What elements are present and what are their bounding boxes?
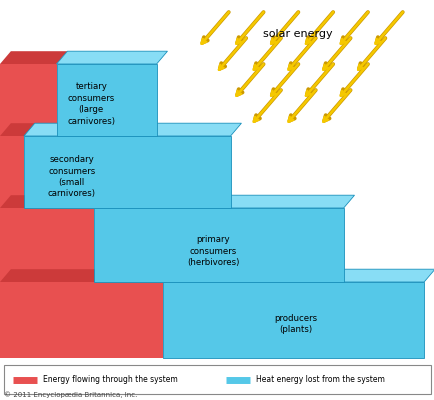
Text: tertiary
consumers
(large
carnivores): tertiary consumers (large carnivores) xyxy=(67,82,115,126)
Polygon shape xyxy=(24,123,241,136)
Polygon shape xyxy=(0,64,163,358)
Polygon shape xyxy=(0,51,67,64)
Text: solar energy: solar energy xyxy=(263,29,332,39)
Text: Energy flowing through the system: Energy flowing through the system xyxy=(43,375,177,384)
Polygon shape xyxy=(0,269,174,282)
Text: secondary
consumers
(small
carnivores): secondary consumers (small carnivores) xyxy=(48,155,95,198)
FancyBboxPatch shape xyxy=(4,365,430,394)
Polygon shape xyxy=(93,195,354,208)
Text: producers
(plants): producers (plants) xyxy=(273,314,317,334)
Polygon shape xyxy=(0,123,35,136)
Polygon shape xyxy=(163,282,423,358)
Polygon shape xyxy=(93,208,343,282)
Text: Heat energy lost from the system: Heat energy lost from the system xyxy=(255,375,384,384)
Text: © 2011 Encyclopædia Britannica, Inc.: © 2011 Encyclopædia Britannica, Inc. xyxy=(4,392,138,398)
Polygon shape xyxy=(0,195,104,208)
Polygon shape xyxy=(56,64,156,136)
Polygon shape xyxy=(24,136,230,208)
Text: primary
consumers
(herbivores): primary consumers (herbivores) xyxy=(187,235,239,267)
Polygon shape xyxy=(56,51,167,64)
Polygon shape xyxy=(163,269,434,282)
